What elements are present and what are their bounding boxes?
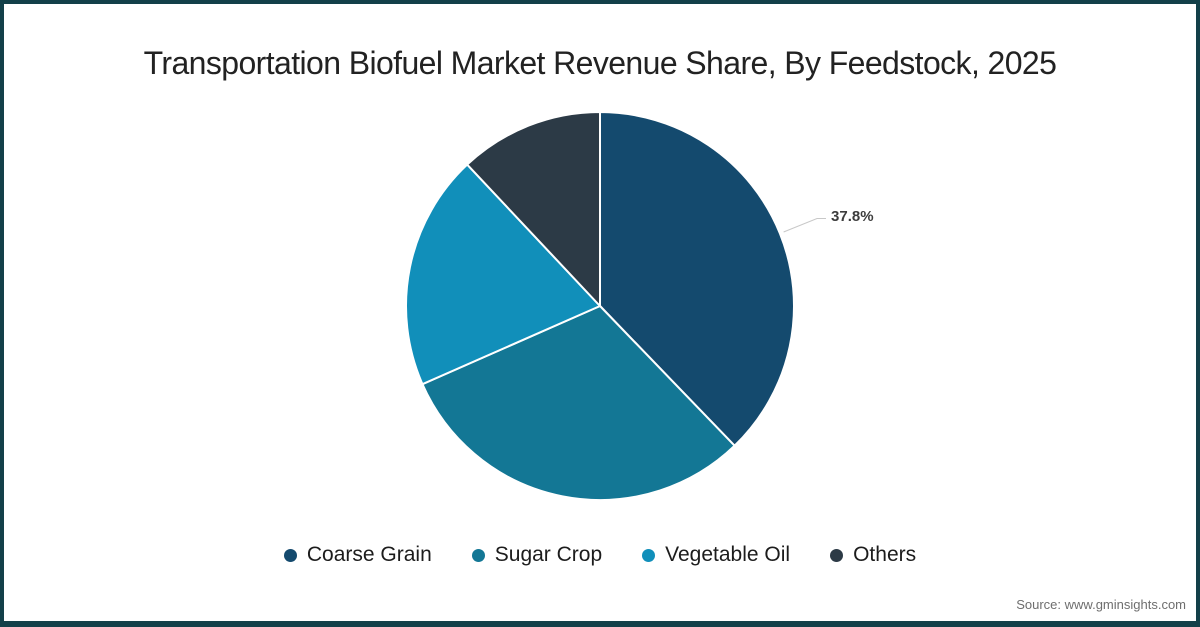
legend-label: Others: [853, 543, 917, 566]
pie-slice-coarse-grain[interactable]: [599, 111, 795, 447]
legend-label: Sugar Crop: [494, 543, 603, 566]
legend: Coarse Grain Sugar Crop Vegetable Oil Other…: [0, 543, 1200, 567]
pie-slice-others[interactable]: [466, 111, 601, 307]
legend-item-coarse-grain[interactable]: Coarse Grain: [283, 543, 432, 567]
legend-dot-others: [830, 548, 844, 562]
legend-item-sugar-crop[interactable]: Sugar Crop: [471, 543, 603, 567]
legend-dot-vegetable-oil: [642, 548, 656, 562]
legend-dot-coarse-grain: [283, 548, 297, 562]
source-text: Source: www.gminsights.com: [1016, 597, 1186, 612]
pie-slice-vegetable-oil[interactable]: [405, 163, 601, 386]
pie-slice-sugar-crop[interactable]: [421, 305, 736, 501]
chart-title: Transportation Biofuel Market Revenue Sh…: [143, 45, 1057, 81]
pie-data-label: 37.8%: [831, 208, 874, 226]
data-label-leader-line: [783, 218, 826, 233]
legend-item-vegetable-oil[interactable]: Vegetable Oil: [642, 543, 790, 567]
legend-dot-sugar-crop: [471, 548, 485, 562]
legend-label: Coarse Grain: [306, 543, 432, 566]
legend-item-others[interactable]: Others: [830, 543, 916, 567]
legend-label: Vegetable Oil: [665, 543, 791, 566]
